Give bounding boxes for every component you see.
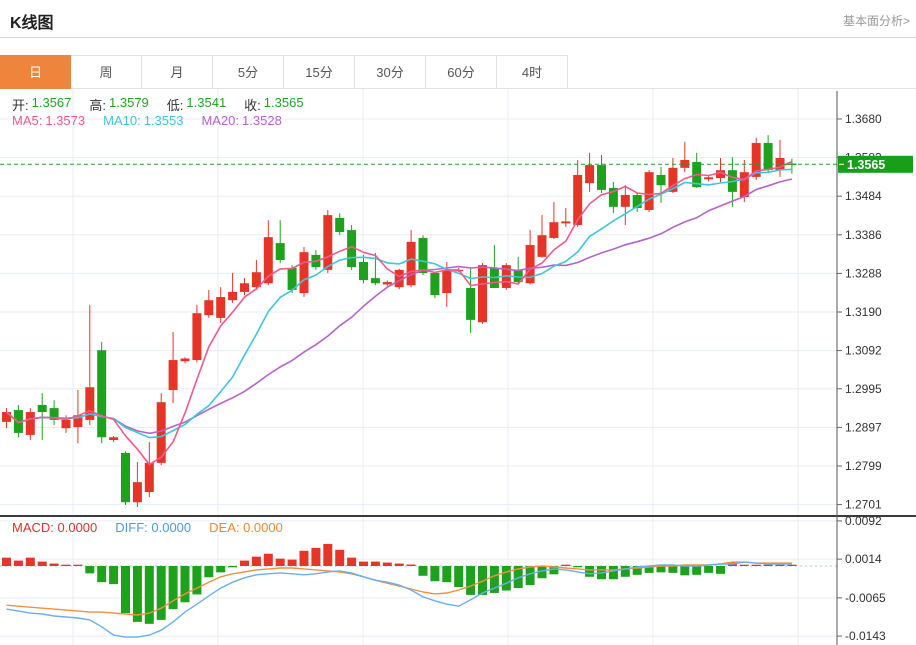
candles-layer [2,135,797,507]
dea-line [6,561,792,616]
tab-60分[interactable]: 60分 [426,55,497,89]
page-title: K线图 [10,15,54,32]
gridlines [0,89,837,645]
tab-30分[interactable]: 30分 [355,55,426,89]
svg-text:1.2799: 1.2799 [845,459,882,473]
fundamental-analysis-link[interactable]: 基本面分析> [842,14,910,28]
svg-text:-0.0065: -0.0065 [845,591,886,605]
svg-text:1.3190: 1.3190 [845,305,882,319]
tab-15分[interactable]: 15分 [284,55,355,89]
period-tabbar: 日周月 5分 15分 30分 60分 4时 [0,55,916,89]
svg-text:1.3288: 1.3288 [845,266,882,280]
ma10-line [5,168,792,439]
price-badge: 1.3565 [838,155,913,173]
diff-line [6,561,792,638]
svg-text:1.3484: 1.3484 [845,189,882,203]
svg-text:1.3565: 1.3565 [847,158,885,172]
tab-日[interactable]: 日 [0,55,71,89]
axis-labels: 1.36801.35821.34841.33861.32881.31901.30… [837,112,886,643]
svg-text:1.3386: 1.3386 [845,228,882,242]
tab-4时[interactable]: 4时 [497,55,568,89]
svg-text:1.3680: 1.3680 [845,112,882,126]
ma20-line [5,178,793,435]
svg-text:1.2995: 1.2995 [845,382,882,396]
kline-chart[interactable]: 1.36801.35821.34841.33861.32881.31901.30… [0,89,916,645]
ma-lines [5,160,793,466]
svg-text:1.2701: 1.2701 [845,498,882,512]
tab-周[interactable]: 周 [71,55,142,89]
ma5-line [5,160,793,466]
tab-月[interactable]: 月 [142,55,213,89]
chart-area: 1.36801.35821.34841.33861.32881.31901.30… [0,89,916,645]
svg-text:1.3092: 1.3092 [845,344,882,358]
svg-text:0.0092: 0.0092 [845,514,882,528]
macd-lines [6,561,792,638]
svg-text:-0.0143: -0.0143 [845,629,886,643]
svg-text:0.0014: 0.0014 [845,552,882,566]
header: K线图 基本面分析> [0,0,916,38]
tab-5分[interactable]: 5分 [213,55,284,89]
macd-histogram [2,543,797,624]
svg-text:1.2897: 1.2897 [845,420,882,434]
